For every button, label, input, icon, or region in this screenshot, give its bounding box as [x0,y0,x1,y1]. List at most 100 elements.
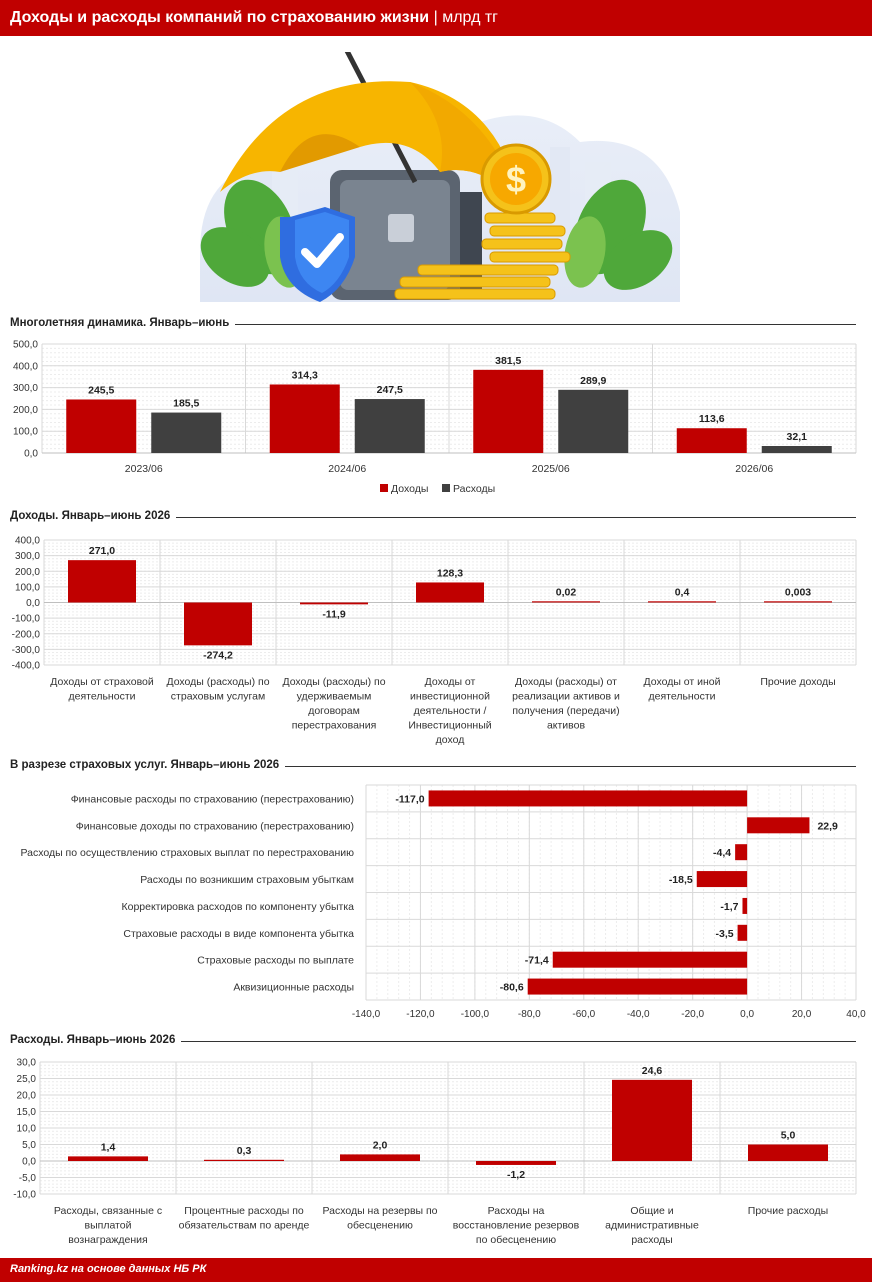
category-label: получения (передачи) [512,705,619,717]
y-tick-label: 20,0 [17,1091,37,1102]
legend-swatch-expenses [442,484,450,492]
bar-Расходы [151,412,222,453]
title-text: Доходы и расходы компаний по страхованию… [10,9,430,26]
data-label: -71,4 [525,955,549,967]
income-bar-chart: -400,0 -300,0 -200,0 -100,0 0,0 100,0 200,0 300… [12,536,857,746]
y-tick-label: -10,0 [13,1190,36,1201]
data-label: 271,0 [89,545,115,557]
data-label: 245,5 [88,384,114,396]
bar-value [184,602,252,646]
bar-Доходы [676,428,747,453]
bar-value [742,897,748,914]
bar-value [735,844,748,861]
category-label: Расходы по возникшим страховым убыткам [140,874,354,886]
y-tick-label: 0,0 [22,1157,36,1168]
data-label: 314,3 [292,369,318,381]
section-3-rule [10,766,856,767]
category-label: вознаграждения [68,1234,147,1246]
category-label: Доходы (расходы) по [282,676,385,688]
category-label: удерживаемым [297,691,372,703]
y-tick-label: 5,0 [22,1140,36,1151]
category-label: Страховые расходы в виде компонента убыт… [123,928,354,940]
bar-value [204,1159,284,1161]
data-label: 289,9 [580,375,606,387]
bar-value [476,1161,556,1165]
data-label: -1,7 [720,901,738,913]
footer-bar: Ranking.kz на основе данных НБ РК [0,1258,872,1282]
category-label: Доходы (расходы) по [166,676,269,688]
y-tick-label: 25,0 [17,1074,37,1085]
data-label: -117,0 [395,793,424,805]
category-label: Расходы по осуществлению страховых выпла… [20,847,354,859]
bar-value [648,601,716,603]
x-tick-label: -80,0 [518,1009,541,1020]
category-label: реализации активов и [512,691,620,703]
data-label: 0,3 [237,1145,252,1157]
y-tick-label: 400,0 [13,361,38,372]
bar-value [300,602,368,605]
category-label: деятельности [649,691,716,703]
data-label: -11,9 [322,608,346,620]
svg-text:$: $ [506,159,526,200]
category-label: Расходы на резервы по [322,1205,437,1217]
bar-value [416,582,484,603]
data-label: 2,0 [373,1139,388,1151]
data-label: -4,4 [713,847,731,859]
bar-Расходы [558,389,629,453]
data-label: 185,5 [173,398,199,410]
y-tick-label: 30,0 [17,1058,37,1069]
y-tick-label: 100,0 [15,582,40,593]
x-tick-label: -120,0 [406,1009,435,1020]
category-label: Инвестиционный [408,720,491,732]
bar-Расходы [761,446,832,453]
category-label: деятельности [69,691,136,703]
category-label: Процентные расходы по [184,1205,304,1217]
category-label: 2025/06 [532,463,570,475]
x-tick-label: -100,0 [461,1009,490,1020]
legend-label-income: Доходы [391,483,428,495]
y-tick-label: 400,0 [15,536,40,547]
data-label: 22,9 [817,820,838,832]
category-label: Расходы на [488,1205,545,1217]
data-label: 247,5 [377,384,403,396]
y-tick-label: -200,0 [12,629,41,640]
category-label: Аквизиционные расходы [233,982,354,994]
bar-Доходы [473,369,544,453]
category-label: Финансовые доходы по страхованию (перест… [76,820,354,832]
category-label: Корректировка расходов по компоненту убы… [121,901,354,913]
y-tick-label: 15,0 [17,1107,37,1118]
x-tick-label: 0,0 [740,1009,754,1020]
data-label: -18,5 [669,874,693,886]
category-label: выплатой [85,1220,132,1232]
bar-Доходы [269,384,340,453]
category-label: Доходы от иной [644,676,721,688]
data-label: 5,0 [781,1130,796,1142]
category-label: административные [605,1220,699,1232]
data-label: 24,6 [642,1065,663,1077]
category-label: Расходы, связанные с [54,1205,162,1217]
y-tick-label: 100,0 [13,427,38,438]
title-separator: | [433,9,438,26]
y-tick-label: 500,0 [13,340,38,351]
legend-swatch-income [380,484,388,492]
data-label: -80,6 [500,982,524,994]
x-tick-label: -140,0 [352,1009,381,1020]
page-title: Доходы и расходы компаний по страхованию… [10,9,498,27]
category-label: Доходы от страховой [50,676,154,688]
bar-value [340,1154,420,1161]
y-tick-label: 0,0 [24,449,38,460]
section-1-title: Многолетняя динамика. Январь–июнь [10,317,236,329]
category-label: инвестиционной [410,691,490,703]
category-label: 2026/06 [735,463,773,475]
category-label: 2024/06 [328,463,366,475]
x-tick-label: -60,0 [572,1009,595,1020]
insurance-services-hbar-chart: -140,0 -120,0 -100,0 -80,0 -60,0 -40,0 -20,0 0,… [20,784,866,1020]
bar-value [68,1156,148,1161]
bar-value [527,978,748,995]
y-tick-label: 200,0 [13,405,38,416]
category-label: страховым услугам [171,691,265,703]
category-label: расходы [631,1234,672,1246]
bar-Расходы [354,399,425,453]
bar-value [612,1079,692,1161]
category-label: Прочие расходы [748,1205,828,1217]
